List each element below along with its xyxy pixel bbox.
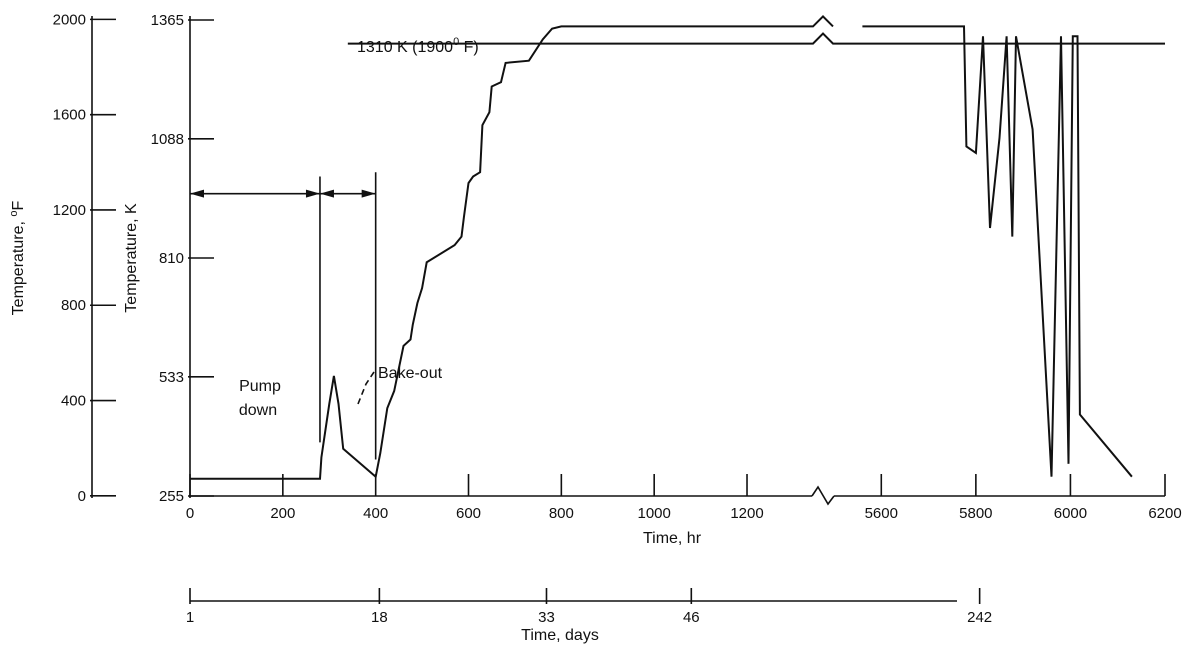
temperature-series-line [862, 25, 1133, 478]
y-axis-title-f-degree: o [8, 210, 20, 216]
fahrenheit-tick-label: 400 [61, 393, 86, 410]
y-axis-title-kelvin: Temperature, K [123, 203, 140, 313]
fahrenheit-tick-label: 1200 [53, 202, 86, 219]
kelvin-tick-label: 1088 [151, 131, 184, 148]
days-tick-label: 1 [186, 609, 194, 626]
y-axis-title-fahrenheit: Temperature, oF [8, 200, 27, 315]
y-axis-title-f-unit: F [10, 200, 27, 210]
axis-break-mark [811, 485, 835, 506]
y-axis-title-f-text: Temperature, [10, 217, 27, 316]
time-hr-tick-label: 600 [456, 505, 481, 522]
kelvin-tick-label: 810 [159, 250, 184, 267]
setpoint-label-unit: F) [459, 39, 479, 56]
x-axis-title: Time, hr [643, 530, 702, 547]
days-tick-label: 46 [683, 609, 700, 626]
pump-down-label-2: down [239, 402, 277, 419]
fahrenheit-tick-label: 0 [78, 488, 86, 505]
time-hr-tick-label: 400 [363, 505, 388, 522]
setpoint-line [347, 32, 1165, 45]
bake-out-arrowhead-left [319, 189, 334, 198]
temperature-series [190, 15, 1133, 480]
kelvin-tick-label: 533 [159, 369, 184, 386]
fahrenheit-ticks: 0 400 800 1200 1600 2000 [53, 11, 116, 505]
time-hr-tick-label: 800 [549, 505, 574, 522]
days-tick-label: 242 [967, 609, 992, 626]
bake-out-leader [357, 371, 375, 405]
days-axis-title: Time, days [521, 627, 599, 644]
x-axis [190, 485, 1165, 506]
setpoint-label: 1310 K (19000 F) [357, 36, 479, 56]
time-hr-tick-label: 0 [186, 505, 194, 522]
phase-annotations: Pump down Bake-out [190, 172, 443, 460]
time-hr-tick-label: 1200 [730, 505, 763, 522]
time-hr-tick-label: 6200 [1148, 505, 1181, 522]
pump-down-arrowhead-right [305, 189, 320, 198]
bake-out-label: Bake-out [378, 365, 443, 382]
time-hr-tick-label: 6000 [1054, 505, 1087, 522]
days-tick-label: 18 [371, 609, 388, 626]
kelvin-tick-label: 1365 [151, 12, 184, 29]
fahrenheit-tick-label: 2000 [53, 11, 86, 28]
time-hr-tick-label: 5800 [959, 505, 992, 522]
setpoint-reference: 1310 K (19000 F) [347, 32, 1165, 56]
pump-down-arrowhead-left [190, 189, 204, 198]
setpoint-label-sup: 0 [453, 36, 459, 48]
temperature-series-line [190, 15, 834, 480]
days-ticks: 1 18 33 46 242 [186, 588, 992, 626]
setpoint-label-text: 1310 K (1900 [357, 39, 453, 56]
kelvin-tick-label: 255 [159, 488, 184, 505]
bake-out-arrowhead-right [361, 189, 376, 198]
time-hr-tick-label: 5600 [865, 505, 898, 522]
fahrenheit-tick-label: 1600 [53, 107, 86, 124]
days-scale: 1 18 33 46 242 Time, days [186, 588, 992, 644]
time-hr-tick-label: 200 [270, 505, 295, 522]
time-hr-ticks: 0 200 400 600 800 1000 1200 5600 5800 6000 6200 [186, 474, 1182, 522]
pump-down-label-1: Pump [239, 378, 281, 395]
time-hr-tick-label: 1000 [637, 505, 670, 522]
fahrenheit-tick-label: 800 [61, 297, 86, 314]
days-tick-label: 33 [538, 609, 555, 626]
kelvin-ticks: 255 533 810 1088 1365 [151, 12, 214, 505]
